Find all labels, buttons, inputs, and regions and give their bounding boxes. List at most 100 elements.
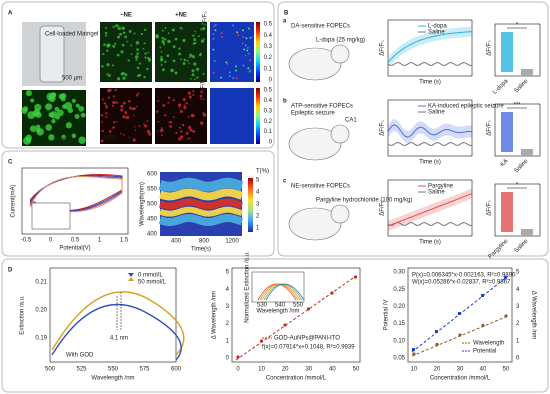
panel-label: D — [8, 268, 13, 274]
drug-trace — [387, 124, 473, 138]
cell — [132, 138, 136, 142]
cell — [114, 42, 117, 45]
mouse — [288, 207, 342, 241]
axes — [387, 179, 473, 237]
cell — [182, 38, 186, 43]
cell — [80, 112, 86, 118]
cell — [135, 94, 139, 97]
cell — [178, 52, 182, 56]
tick-label: 600 — [171, 367, 182, 373]
label: KA — [500, 158, 510, 168]
cell — [192, 129, 196, 133]
cell — [179, 26, 182, 29]
cell — [108, 130, 112, 133]
cell — [34, 103, 42, 111]
tick-label: 1 — [226, 338, 230, 344]
cell — [78, 106, 85, 112]
cell — [101, 65, 104, 68]
cell — [178, 47, 181, 50]
cell — [199, 121, 204, 125]
heat-band — [158, 213, 244, 226]
hot-spot — [212, 33, 215, 35]
cell — [157, 100, 160, 103]
panel-c-frame — [1, 150, 275, 257]
label: Wavelength /nm — [91, 376, 134, 382]
drug-trace — [387, 193, 473, 227]
cell — [144, 52, 147, 55]
tick-label: 50 — [503, 367, 510, 373]
hot-spot — [247, 67, 250, 70]
cell — [175, 131, 178, 134]
cell — [124, 73, 128, 77]
label: 200 µm — [178, 28, 198, 34]
cell — [148, 132, 152, 136]
tick-label: 1 — [256, 226, 260, 232]
cell — [107, 43, 111, 47]
cell — [200, 28, 203, 31]
cell — [121, 43, 125, 47]
cell — [105, 107, 108, 110]
tick-label: 20 — [434, 367, 441, 373]
tick-label: 0.20 — [393, 304, 405, 310]
point — [412, 348, 415, 351]
tick-label: 0.25 — [393, 287, 405, 293]
cell — [102, 52, 105, 56]
cell — [143, 75, 146, 79]
cell — [112, 126, 115, 129]
hot-spot — [229, 71, 231, 74]
legend-label: Potential — [473, 349, 496, 355]
tick-label: 800 — [199, 239, 210, 245]
cell — [125, 115, 130, 120]
label: * — [516, 183, 519, 189]
cell — [167, 32, 170, 35]
heat-band — [159, 206, 243, 217]
cell — [136, 105, 138, 108]
cell — [143, 42, 146, 45]
hot-spot — [225, 61, 228, 64]
cell — [189, 56, 191, 59]
tick-label: 550 — [293, 303, 304, 309]
cell — [161, 68, 165, 72]
panel-label: A — [8, 11, 13, 17]
colorbar — [248, 178, 253, 232]
tick-label: 30 — [305, 367, 312, 373]
cell — [191, 55, 195, 59]
tick-label: 0.4 — [264, 33, 273, 39]
label: ΔF/F₀ — [380, 40, 386, 56]
axes — [21, 167, 129, 235]
cell — [129, 106, 132, 110]
cell — [100, 114, 104, 117]
label: CA1 — [345, 118, 357, 124]
spectrum-0 — [51, 303, 182, 361]
axes — [407, 267, 513, 363]
colorbar — [256, 22, 260, 82]
cell — [200, 97, 203, 100]
cell — [136, 48, 139, 51]
cell — [180, 130, 183, 133]
tick-label: 0.3 — [264, 108, 273, 114]
label: P(x)=0.006345*x-0.002163, R²=0.9890 — [412, 273, 516, 279]
cell — [163, 38, 167, 41]
cell — [120, 104, 124, 108]
cell — [25, 90, 32, 97]
axes — [494, 183, 541, 237]
cell — [188, 95, 192, 99]
cell — [167, 96, 171, 99]
cell — [202, 98, 205, 101]
label: Concentration /mmol/L — [430, 376, 491, 382]
cell — [143, 124, 148, 128]
tick-label: 0.5 — [71, 238, 80, 244]
cell — [189, 53, 193, 57]
cell — [103, 102, 106, 105]
tick-label: 5 — [516, 270, 520, 276]
cell — [117, 24, 119, 27]
cell — [117, 77, 121, 81]
point — [283, 323, 287, 327]
label: ΔF/F₀ — [487, 120, 493, 136]
cell — [160, 64, 163, 66]
cell — [108, 74, 112, 77]
cell — [174, 37, 178, 41]
cell — [120, 132, 122, 135]
label: ΔF/F₀ — [203, 11, 209, 27]
hot-spot — [249, 59, 251, 62]
